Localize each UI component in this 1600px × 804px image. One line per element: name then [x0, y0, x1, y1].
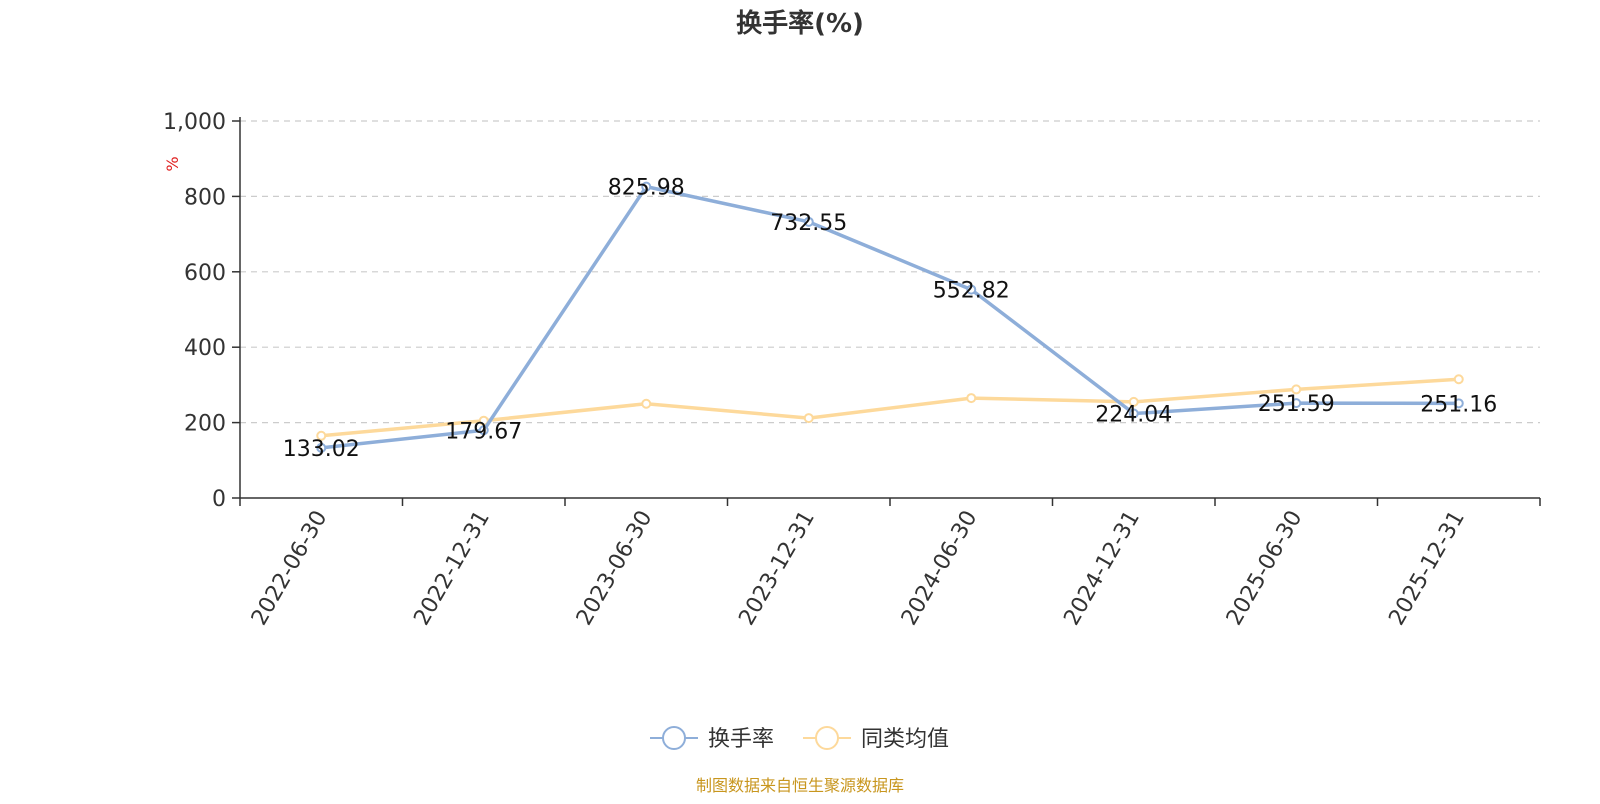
- series-point-1: [966, 393, 977, 404]
- series-point-0: [316, 442, 327, 453]
- data-label: 224.04: [1095, 403, 1172, 428]
- data-label: 732.55: [770, 211, 847, 236]
- series-point-1: [1291, 384, 1302, 395]
- data-label: 825.98: [608, 176, 685, 201]
- data-label: 251.59: [1258, 392, 1335, 417]
- series-point-0: [1291, 398, 1302, 409]
- y-tick-label: 400: [184, 336, 226, 361]
- data-label: 552.82: [933, 279, 1010, 304]
- axes: 0 200 400 600 800 1,000 2022-06-30 2022-12-31 20…: [163, 110, 1541, 630]
- x-tick-label: 2022-12-31: [409, 507, 495, 630]
- x-tick-label: 2024-12-31: [1059, 507, 1145, 630]
- data-label: 133.02: [283, 437, 360, 462]
- x-tick-label: 2025-06-30: [1222, 507, 1308, 630]
- y-axis-unit-label: %: [163, 156, 182, 171]
- series-point-0: [1128, 408, 1139, 419]
- x-tick-label: 2024-06-30: [897, 507, 983, 630]
- y-tick-label: 800: [184, 185, 226, 210]
- data-source-note: 制图数据来自恒生聚源数据库: [696, 776, 904, 795]
- series-point-1: [1128, 396, 1139, 407]
- x-tick-label: 2023-06-30: [572, 507, 658, 630]
- series-point-1: [1453, 374, 1464, 385]
- data-label: 251.16: [1420, 392, 1497, 417]
- legend-swatch-marker: [662, 726, 686, 750]
- legend-item-0[interactable]: 换手率: [650, 726, 774, 752]
- y-tick-label: 1,000: [163, 110, 226, 135]
- legend-swatch-marker: [815, 726, 839, 750]
- data-labels: 133.02 179.67 825.98 732.55 552.82 224.04 251.…: [283, 176, 1497, 462]
- series-point-0: [641, 181, 652, 192]
- legend: 换手率 同类均值: [650, 726, 949, 752]
- data-label: 179.67: [445, 419, 522, 444]
- series-point-0: [1453, 398, 1464, 409]
- legend-label: 同类均值: [861, 727, 949, 752]
- legend-item-1[interactable]: 同类均值: [803, 726, 949, 752]
- series-line-0: [319, 184, 1461, 450]
- series-lines: [316, 181, 1464, 453]
- series-point-0: [478, 425, 489, 436]
- series-point-1: [316, 430, 327, 441]
- x-tick-label: 2023-12-31: [734, 507, 820, 630]
- y-tick-label: 0: [212, 487, 226, 512]
- series-point-1: [478, 415, 489, 426]
- chart-title: 换手率(%): [736, 8, 864, 39]
- y-tick-label: 600: [184, 261, 226, 286]
- series-line-1: [319, 377, 1461, 438]
- legend-label: 换手率: [708, 727, 774, 752]
- x-tick-label: 2025-12-31: [1384, 507, 1470, 630]
- y-tick-label: 200: [184, 412, 226, 437]
- series-point-0: [966, 284, 977, 295]
- series-point-1: [803, 413, 814, 424]
- series-point-0: [803, 216, 814, 227]
- series-point-1: [641, 398, 652, 409]
- grid-lines: [240, 120, 1540, 424]
- x-tick-label: 2022-06-30: [247, 507, 333, 630]
